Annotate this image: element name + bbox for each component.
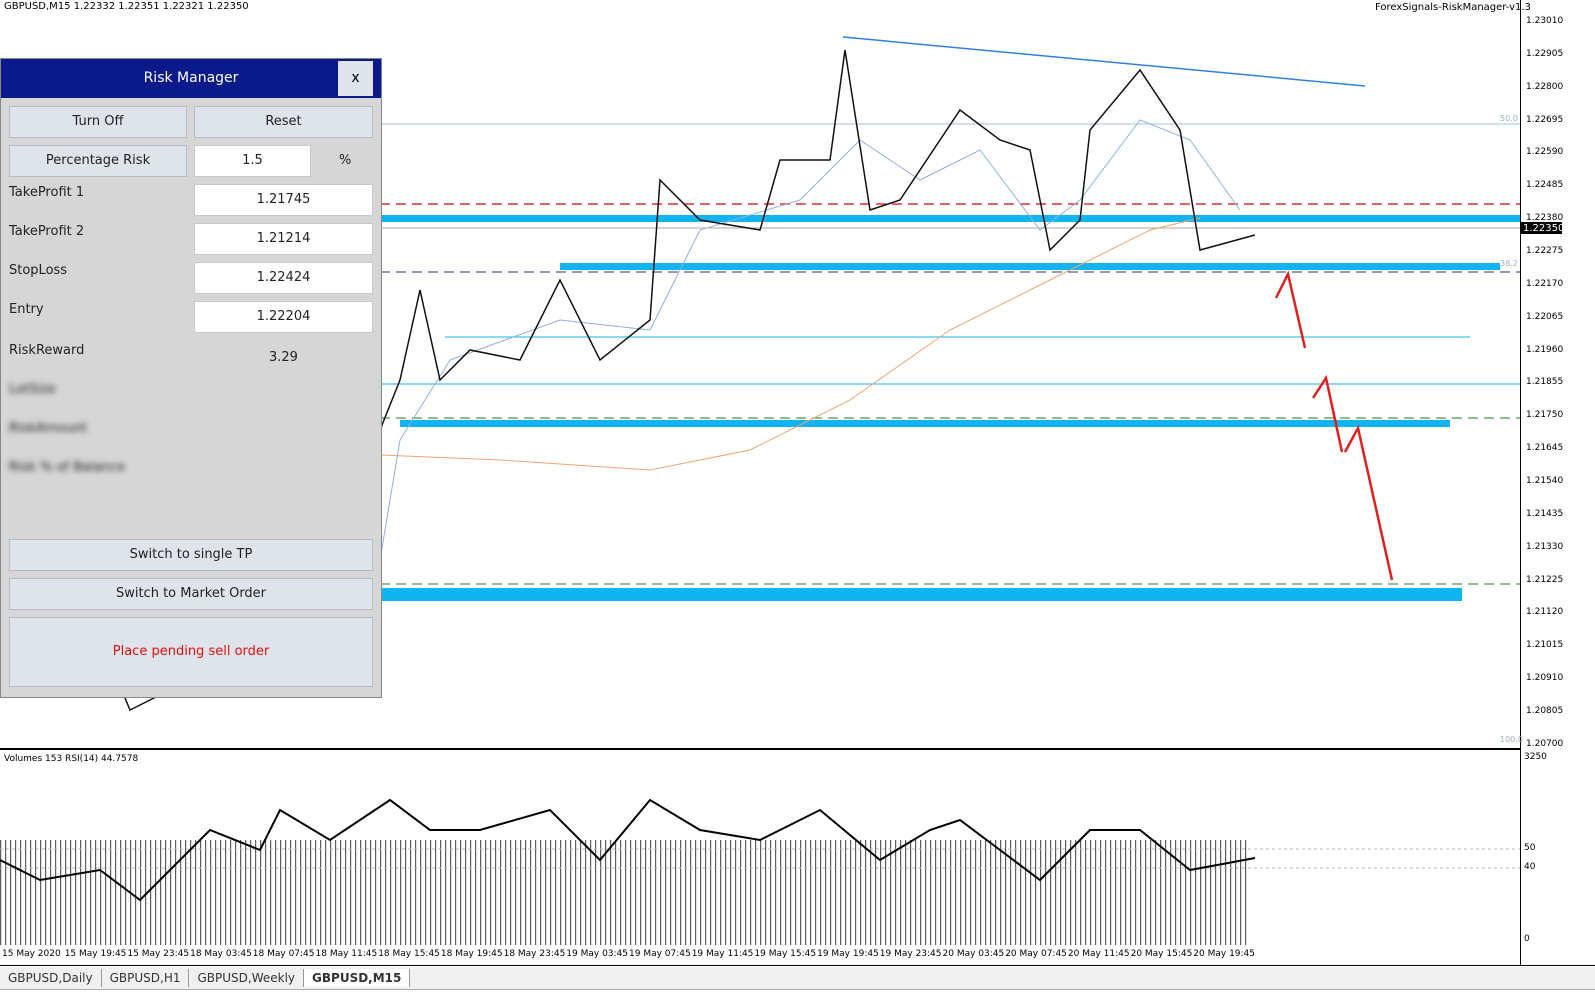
place-order-button[interactable]: Place pending sell order <box>9 617 373 687</box>
field-input[interactable]: 1.22424 <box>194 262 373 294</box>
time-label: 18 May 07:45 <box>252 949 315 959</box>
price-label: 1.21330 <box>1526 541 1564 552</box>
turn-off-button[interactable]: Turn Off <box>9 106 187 138</box>
time-label: 20 May 11:45 <box>1067 949 1130 959</box>
tab-bar: GBPUSD,Daily GBPUSD,H1 GBPUSD,Weekly GBPUSD… <box>0 967 1595 990</box>
time-label: 18 May 23:45 <box>503 949 566 959</box>
price-label: 1.22170 <box>1526 278 1564 289</box>
fib-label: 50.0 <box>1500 114 1518 123</box>
time-label: 19 May 23:45 <box>879 949 942 959</box>
chart-tab[interactable]: GBPUSD,Weekly <box>189 969 305 987</box>
hidden-label: RiskAmount <box>9 421 88 436</box>
price-label: 1.21540 <box>1526 476 1564 487</box>
percentage-risk-button[interactable]: Percentage Risk <box>9 145 187 177</box>
price-label: 1.21855 <box>1526 377 1564 388</box>
time-label: 19 May 07:45 <box>629 949 691 959</box>
current-price: 1.22350 <box>1523 223 1565 234</box>
switch-tp-button[interactable]: Switch to single TP <box>9 539 373 571</box>
time-label: 20 May 07:45 <box>1005 949 1067 959</box>
price-label: 1.21225 <box>1526 574 1564 585</box>
price-label: 1.22800 <box>1526 81 1564 92</box>
time-label: 19 May 03:45 <box>566 949 629 959</box>
field-input[interactable]: 1.22204 <box>194 301 373 333</box>
chart-tab[interactable]: GBPUSD,Daily <box>0 969 102 987</box>
fib-label: 38.2 <box>1500 259 1518 268</box>
field-input[interactable]: 1.21214 <box>194 223 373 255</box>
price-label: 1.21435 <box>1526 508 1564 519</box>
price-label: 1.22905 <box>1526 48 1564 59</box>
time-label: 15 May 23:45 <box>127 949 190 959</box>
price-label: 1.22065 <box>1526 311 1564 322</box>
price-label: 1.22695 <box>1526 114 1564 125</box>
fib-label: 100.0 <box>1500 735 1523 744</box>
price-label: 1.23010 <box>1526 16 1564 26</box>
chart-tab[interactable]: GBPUSD,M15 <box>304 969 411 987</box>
risk-reward-label: RiskReward <box>9 343 85 358</box>
subwindow-title: Volumes 153 RSI(14) 44.7578 <box>4 754 139 764</box>
risk-input[interactable]: 1.5 <box>194 145 311 177</box>
price-label: 1.21750 <box>1526 410 1564 421</box>
field-input[interactable]: 1.21745 <box>194 184 373 216</box>
time-label: 19 May 15:45 <box>754 949 817 959</box>
subwindow-axis-label: 40 <box>1524 862 1536 872</box>
price-label: 1.20700 <box>1526 738 1564 749</box>
field-label: TakeProfit 2 <box>9 224 85 239</box>
subwindow-axis-label: 0 <box>1524 934 1530 944</box>
chart-tab[interactable]: GBPUSD,H1 <box>102 969 190 987</box>
time-label: 15 May 19:45 <box>64 949 127 959</box>
price-label: 1.22275 <box>1526 246 1564 257</box>
price-label: 1.22380 <box>1526 213 1564 224</box>
risk-unit: % <box>339 153 352 168</box>
time-label: 18 May 03:45 <box>190 949 252 959</box>
hidden-label: Risk % of Balance <box>9 460 126 475</box>
close-button[interactable]: x <box>338 61 373 96</box>
panel-title: Risk Manager <box>1 59 381 98</box>
field-label: TakeProfit 1 <box>9 185 85 200</box>
risk-manager-panel: Risk Manager x Turn Off Reset Percentage… <box>0 58 382 698</box>
time-label: 18 May 11:45 <box>315 949 378 959</box>
hidden-label: LotSize <box>9 382 56 397</box>
subwindow-axis-label: 3250 <box>1524 752 1547 762</box>
chart-header: GBPUSD,M15 1.22332 1.22351 1.22321 1.223… <box>4 1 249 12</box>
price-label: 1.22590 <box>1526 147 1564 158</box>
field-label: StopLoss <box>9 263 68 278</box>
field-label: Entry <box>9 302 44 317</box>
indicator-name: ForexSignals-RiskManager-v1.3 <box>1375 2 1531 13</box>
time-label: 20 May 03:45 <box>942 949 1005 959</box>
price-label: 1.21120 <box>1526 607 1564 618</box>
time-label: 19 May 19:45 <box>817 949 879 959</box>
switch-order-button[interactable]: Switch to Market Order <box>9 578 373 610</box>
reset-button[interactable]: Reset <box>194 106 373 138</box>
time-label: 18 May 15:45 <box>378 949 440 959</box>
subwindow-axis-label: 50 <box>1524 843 1536 853</box>
price-label: 1.20805 <box>1526 706 1564 717</box>
time-label: 19 May 11:45 <box>691 949 754 959</box>
time-label: 20 May 15:45 <box>1130 949 1193 959</box>
price-label: 1.21960 <box>1526 344 1564 355</box>
price-label: 1.22485 <box>1526 180 1564 191</box>
price-label: 1.21015 <box>1526 640 1564 651</box>
risk-reward-value: 3.29 <box>269 350 298 365</box>
price-label: 1.20910 <box>1526 673 1564 684</box>
time-label: 15 May 2020 <box>2 949 61 959</box>
time-label: 18 May 19:45 <box>440 949 503 959</box>
price-label: 1.21645 <box>1526 443 1564 454</box>
time-label: 20 May 19:45 <box>1193 949 1256 959</box>
